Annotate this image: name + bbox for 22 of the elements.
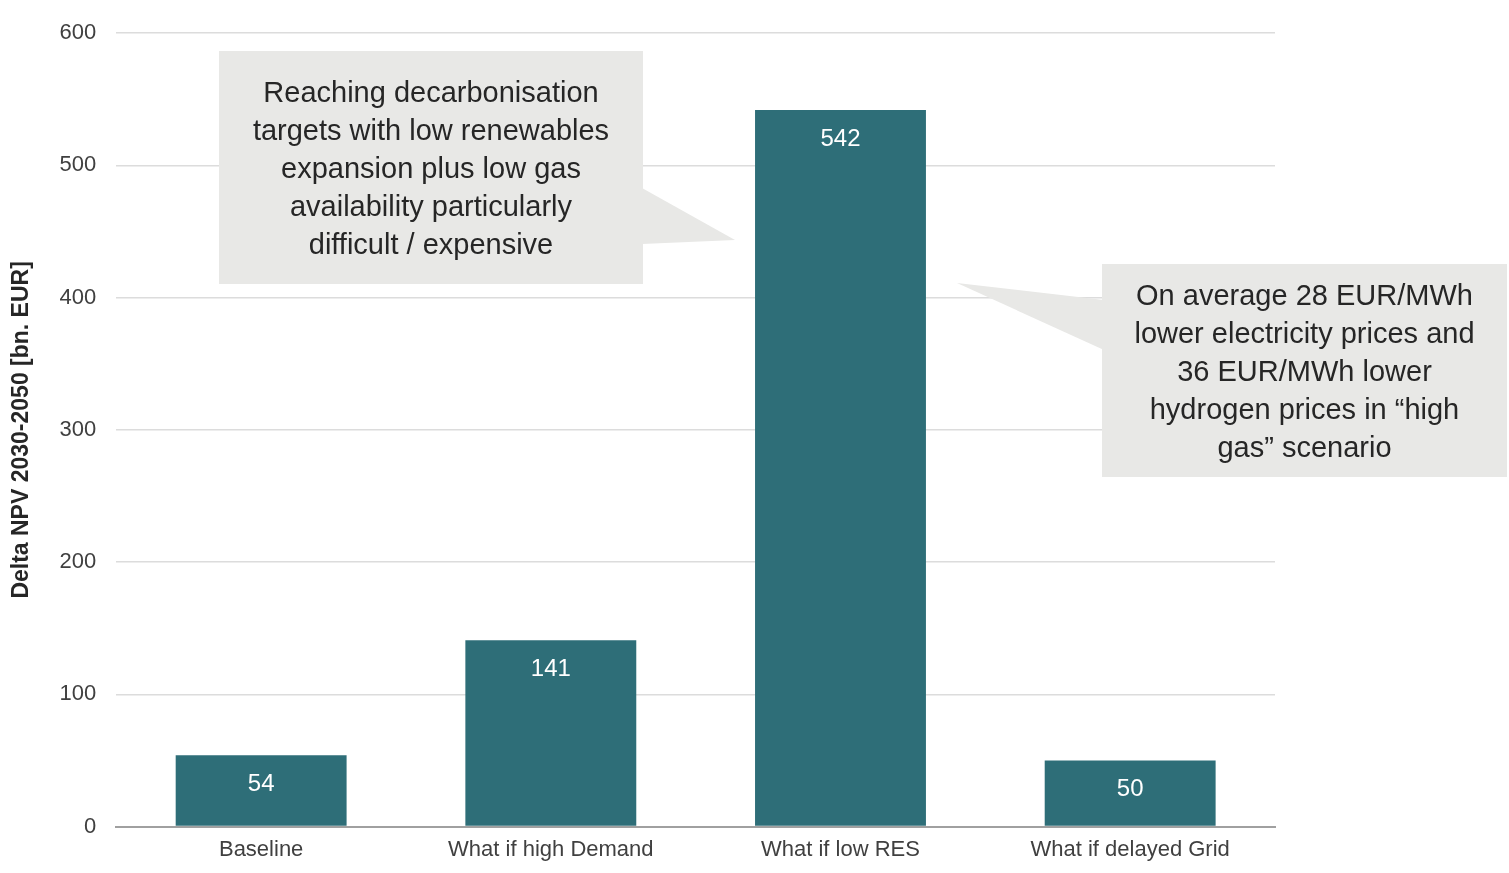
data-label: 50 [1116,774,1144,802]
y-tick-label: 300 [59,415,97,441]
y-tick-label: 200 [59,548,97,574]
y-tick-label: 400 [59,283,97,309]
bar [1044,760,1216,826]
bar [465,640,637,826]
bar [175,755,347,826]
y-tick-label: 600 [59,19,97,45]
x-tick-label: What if delayed Grid [1030,835,1230,861]
y-tick-label: 0 [84,812,97,838]
x-tick-label: What if low RES [761,835,920,861]
data-label: 54 [247,768,275,796]
annotation: On average 28 EUR/MWh lower electricity prices and 36 EUR/MWh lower hydrogen prices in “high gas” scenario [1102,264,1507,477]
annotation: Reaching decarbonisation targets with low renewables expansion plus low gas availability particularly difficult / expensive [219,51,643,284]
y-tick-label: 500 [59,151,97,177]
y-axis-title: Delta NPV 2030-2050 [bn. EUR] [7,261,34,599]
x-tick-label: Baseline [218,835,304,861]
y-tick-label: 100 [59,680,97,706]
data-label: 141 [530,653,571,681]
x-tick-label: What if high Demand [448,835,654,861]
bar [755,109,926,826]
data-label: 542 [820,123,861,151]
